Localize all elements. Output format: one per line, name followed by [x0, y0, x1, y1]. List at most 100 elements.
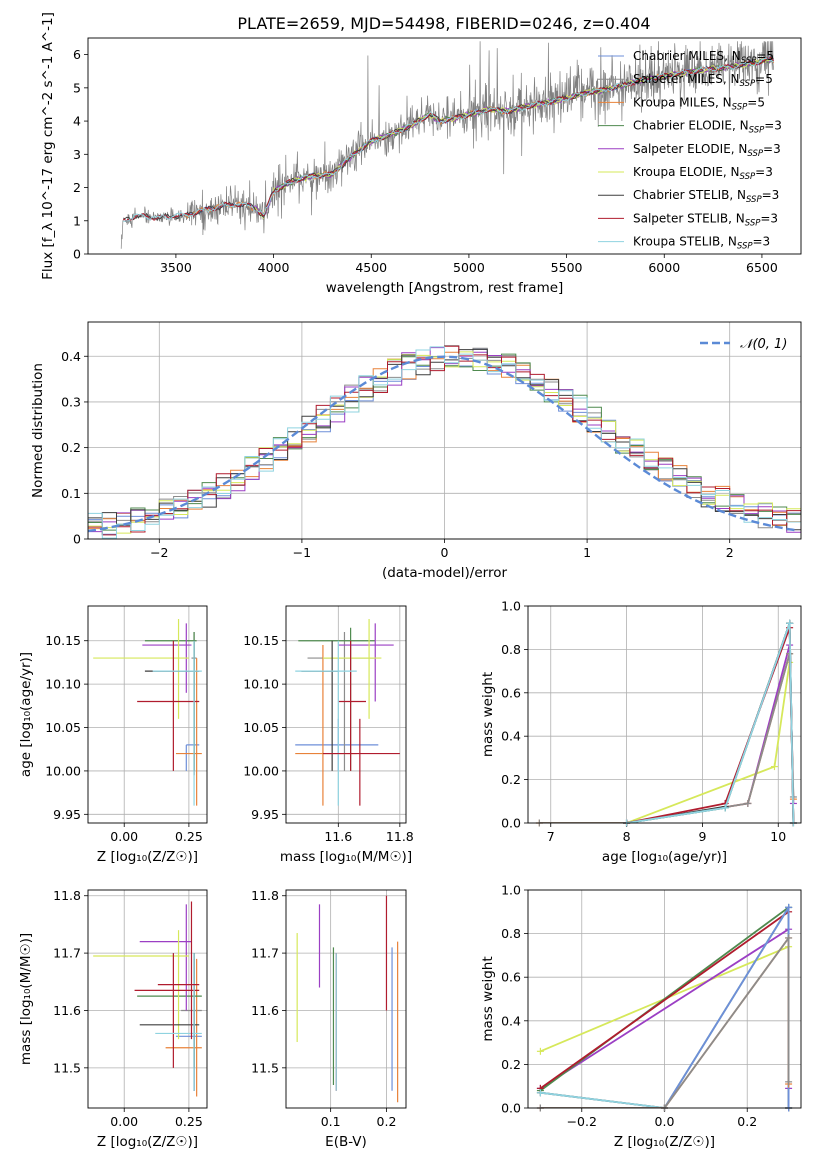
x-tick-label: 10: [770, 829, 786, 844]
legend-label: Salpeter ELODIE, NSSP=3: [633, 142, 781, 159]
y-tick-label: 9.95: [53, 807, 81, 822]
legend-label-tail: =5: [747, 95, 765, 109]
x-tick-label: 1: [583, 545, 591, 560]
x-tick-label: 11.8: [386, 829, 414, 844]
y-tick-label: 1.0: [501, 883, 521, 898]
y-tick-label: 11.7: [53, 946, 81, 961]
legend-label: Kroupa STELIB, NSSP=3: [633, 235, 770, 252]
x-tick-label: −2: [150, 545, 168, 560]
axes-frame: [285, 889, 407, 1109]
age-vs-mass-panel: 11.6 11.8 9.95 10.00 10.05 10.10 10.15 mass [lo…: [243, 605, 414, 865]
weight-line: [626, 644, 795, 823]
x-axis-label: wavelength [Angstrom, rest frame]: [326, 280, 564, 296]
y-tick-label: 10.00: [45, 763, 81, 778]
y-tick-label: 6: [73, 47, 81, 62]
legend-label-sub: SSP: [749, 126, 765, 136]
y-tick-label: 9.95: [251, 807, 279, 822]
y-tick-label: 11.8: [251, 888, 279, 903]
y-tick-label: 11.8: [53, 888, 81, 903]
legend-label-main: Chabrier MILES, N: [633, 49, 741, 63]
y-axis-label: mass [log₁₀(M/M☉)]: [18, 933, 34, 1065]
y-tick-label: 3: [73, 147, 81, 162]
y-tick-label: 0.2: [61, 440, 81, 455]
observed-spectrum: [120, 41, 774, 249]
axes-frame: [87, 605, 208, 824]
x-tick-label: 4000: [258, 260, 290, 275]
x-axis-label: E(B-V): [325, 1134, 367, 1150]
x-tick-label: 0.25: [175, 1114, 203, 1129]
y-tick-label: 0.8: [501, 926, 521, 941]
mass-vs-EBV-panel: 0.1 0.2 11.5 11.6 11.7 11.8 E(B-V): [251, 888, 407, 1150]
x-axis-label: Z [log₁₀(Z/Z☉)]: [97, 849, 198, 865]
y-tick-label: 0.4: [501, 1013, 521, 1028]
y-tick-label: 0.1: [61, 486, 81, 501]
y-tick-label: 11.5: [251, 1060, 279, 1075]
x-tick-label: 9: [698, 829, 706, 844]
legend-label-main: Salpeter ELODIE, N: [633, 142, 747, 156]
x-tick-label: 0: [441, 545, 449, 560]
y-tick-label: 10.00: [243, 763, 279, 778]
normal-reference-curve: [88, 355, 799, 533]
legend-label-sub: SSP: [746, 195, 762, 205]
y-tick-label: 0: [73, 247, 81, 262]
x-tick-label: −0.2: [567, 1114, 597, 1129]
legend-label-sub: SSP: [740, 172, 756, 182]
legend-label-tail: =3: [763, 142, 781, 156]
age-vs-Z-panel: 0.00 0.25 9.95 10.00 10.05 10.10 10.15 Z [log₁₀…: [18, 605, 208, 865]
x-tick-label: 6500: [746, 260, 778, 275]
x-tick-label: 0.2: [377, 1114, 397, 1129]
x-axis-label: Z [log₁₀(Z/Z☉)]: [97, 1134, 198, 1150]
model-spectrum: [122, 56, 775, 222]
y-axis-label: Flux [f_λ 10^-17 erg cm^-2 s^-1 A^-1]: [40, 12, 56, 280]
y-tick-label: 10.10: [45, 677, 81, 692]
x-tick-label: 4500: [355, 260, 387, 275]
legend-label: Chabrier MILES, NSSP=5: [633, 49, 774, 66]
y-axis-label: Normed distribution: [30, 363, 46, 498]
axes-frame: [87, 889, 208, 1109]
x-tick-label: 0.2: [737, 1114, 757, 1129]
legend-label-tail: =3: [764, 119, 782, 133]
model-spectrum: [253, 58, 774, 216]
y-tick-label: 1: [73, 213, 81, 228]
y-tick-label: 11.5: [53, 1060, 81, 1075]
y-axis-label: age [log₁₀(age/yr)]: [18, 652, 34, 777]
y-tick-label: 10.15: [45, 633, 81, 648]
weight-line: [539, 653, 795, 823]
x-tick-label: 0.1: [321, 1114, 341, 1129]
x-tick-label: 0.25: [175, 829, 203, 844]
legend-label: Salpeter STELIB, NSSP=3: [633, 211, 778, 228]
y-tick-label: 11.6: [251, 1003, 279, 1018]
legend-label-tail: =5: [756, 49, 774, 63]
legend-label-sub: SSP: [737, 242, 753, 252]
x-tick-label: 0.0: [655, 1114, 675, 1129]
model-spectrum: [123, 57, 774, 222]
weight-vs-age-panel: 7 8 9 10 0.0 0.2 0.4 0.6 0.8 1.0 age [log₁₀(age/yr…: [480, 599, 802, 865]
x-axis-label: age [log₁₀(age/yr)]: [602, 849, 727, 865]
legend-label-tail: =3: [753, 235, 771, 249]
legend-label-tail: =3: [762, 188, 780, 202]
y-tick-label: 11.7: [251, 946, 279, 961]
legend-label: Kroupa MILES, NSSP=5: [633, 95, 765, 112]
legend-label-tail: =3: [760, 211, 778, 225]
y-tick-label: 10.05: [243, 720, 279, 735]
y-axis-label: mass weight: [480, 672, 496, 757]
y-tick-label: 0: [73, 532, 81, 547]
y-axis-label: mass weight: [480, 956, 496, 1041]
legend-label-sub: SSP: [740, 79, 756, 89]
y-tick-label: 1.0: [501, 599, 521, 614]
y-tick-label: 0.4: [501, 729, 521, 744]
legend-label-sub: SSP: [732, 102, 748, 112]
weight-line: [539, 653, 795, 823]
spectrum-panel: 3500 4000 4500 5000 5500 6000 6500 0 1 2 3 4 5 6 wavel…: [40, 12, 802, 296]
legend-label-main: Chabrier ELODIE, N: [633, 119, 749, 133]
axes-frame: [87, 37, 802, 255]
legend-label: Chabrier STELIB, NSSP=3: [633, 188, 779, 205]
legend-label: Kroupa ELODIE, NSSP=3: [633, 165, 773, 182]
weight-line: [626, 623, 795, 823]
y-tick-label: 10.15: [243, 633, 279, 648]
mass-vs-Z-panel: 0.00 0.25 11.5 11.6 11.7 11.8 Z [log₁₀(Z/Z☉)] m…: [18, 888, 208, 1150]
legend-label-tail: =5: [755, 72, 773, 86]
legend-label: 𝒩(0, 1): [740, 337, 787, 352]
